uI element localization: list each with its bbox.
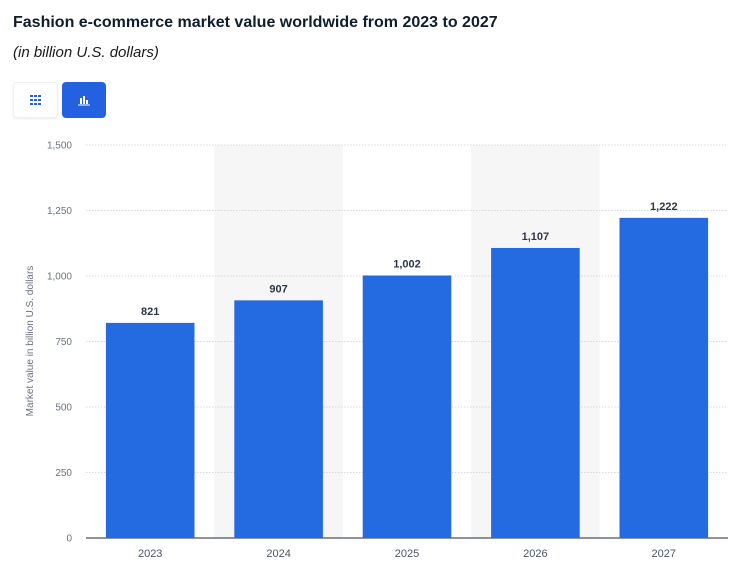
y-tick-label: 1,000 xyxy=(47,272,72,283)
y-axis-label: Market value in billion U.S. dollars xyxy=(25,266,36,417)
bar xyxy=(491,247,580,538)
chart-title: Fashion e-commerce market value worldwid… xyxy=(13,14,498,31)
bar xyxy=(619,217,709,538)
x-axis-ticks: 2023 2024 2025 2026 2027 xyxy=(138,548,676,560)
data-labels: 821 907 1,002 1,107 1,222 xyxy=(141,201,678,318)
data-label: 1,222 xyxy=(650,201,678,213)
x-tick-label: 2024 xyxy=(266,548,290,560)
grid-icon xyxy=(29,95,41,105)
table-view-button[interactable] xyxy=(13,82,58,118)
y-tick-label: 1,250 xyxy=(47,206,72,217)
chart-subtitle: (in billion U.S. dollars) xyxy=(13,44,159,61)
y-tick-label: 1,500 xyxy=(47,141,72,152)
bar xyxy=(362,275,452,538)
x-tick-label: 2026 xyxy=(523,548,547,560)
data-label: 907 xyxy=(269,283,287,295)
y-tick-label: 500 xyxy=(55,403,72,414)
y-tick-label: 250 xyxy=(55,468,72,479)
x-tick-label: 2023 xyxy=(138,548,162,560)
bars xyxy=(105,217,709,538)
chart-view-button[interactable] xyxy=(62,82,106,118)
bar xyxy=(105,322,195,538)
y-tick-label: 750 xyxy=(55,337,72,348)
data-label: 821 xyxy=(141,306,159,318)
data-label: 1,002 xyxy=(393,258,421,270)
x-tick-label: 2027 xyxy=(652,548,676,560)
bar xyxy=(234,300,323,538)
data-label: 1,107 xyxy=(522,231,550,243)
x-tick-label: 2025 xyxy=(395,548,419,560)
bar-chart-icon xyxy=(78,95,90,105)
y-tick-label: 0 xyxy=(66,534,72,545)
y-axis-ticks: 0 250 500 750 1,000 1,250 1,500 xyxy=(47,141,72,545)
